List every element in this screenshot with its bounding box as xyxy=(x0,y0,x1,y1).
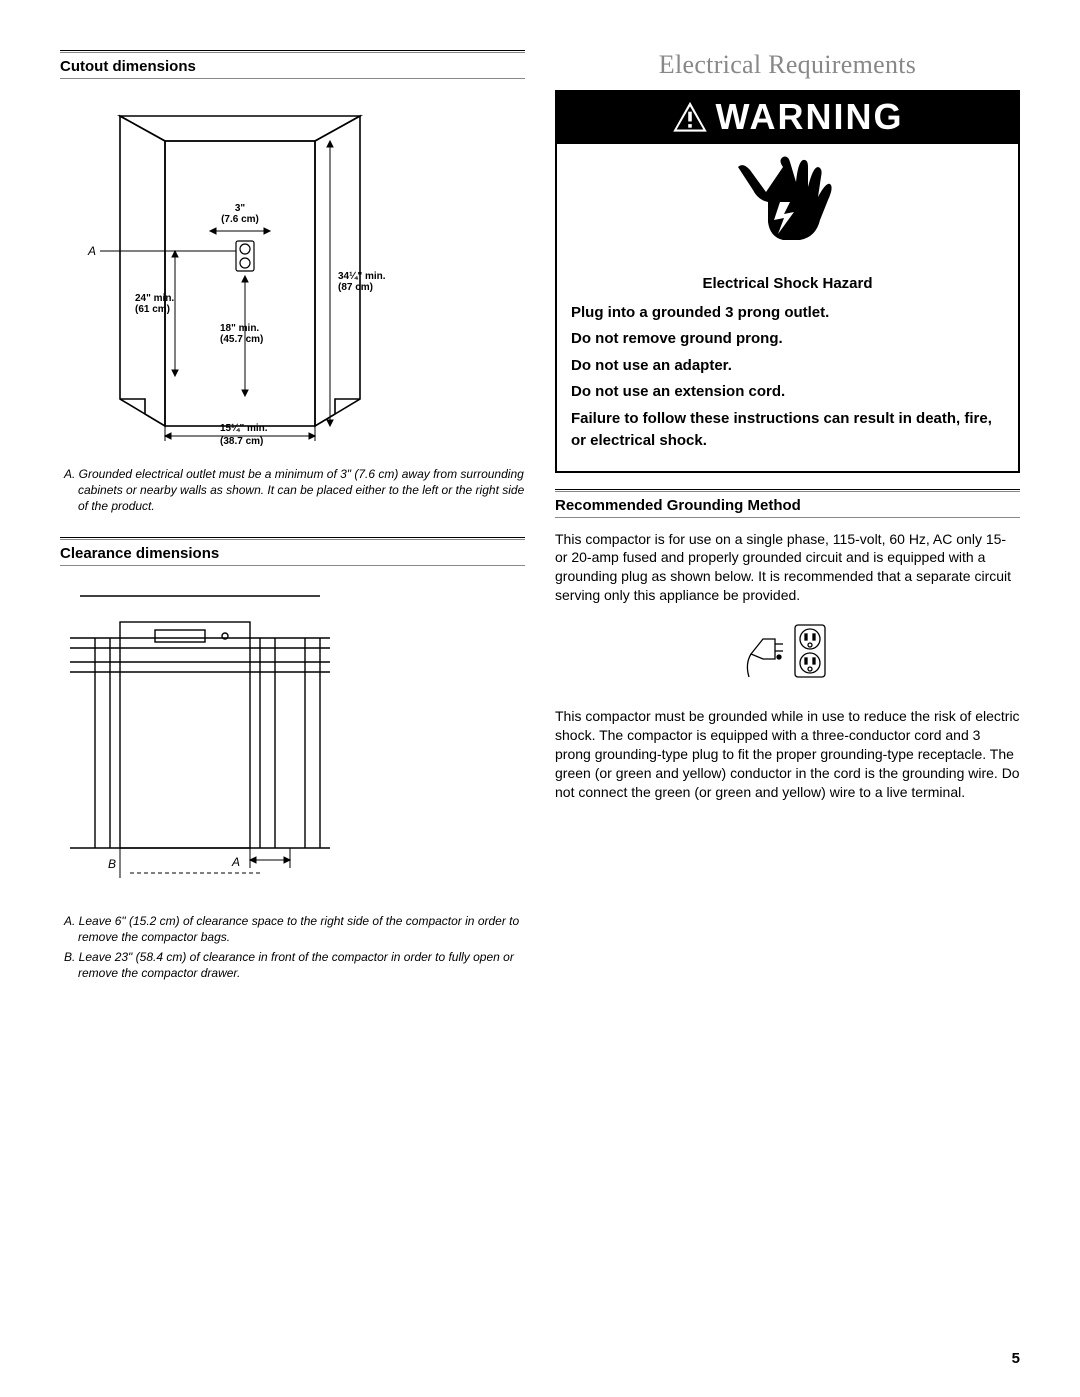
dim-outlet-offset: 3" xyxy=(235,203,246,214)
dim-24-cm: (61 cm) xyxy=(135,304,170,315)
clearance-heading: Clearance dimensions xyxy=(60,542,525,566)
dim-24: 24" min. xyxy=(135,293,174,304)
clearance-note-b: B. Leave 23" (58.4 cm) of clearance in f… xyxy=(60,949,525,981)
warning-line: Do not remove ground prong. xyxy=(571,328,1004,351)
grounding-para-2: This compactor must be grounded while in… xyxy=(555,707,1020,801)
dim-34: 34¼" min. xyxy=(338,271,386,282)
warning-line: Failure to follow these instructions can… xyxy=(571,408,1004,453)
warning-line: Do not use an adapter. xyxy=(571,355,1004,378)
dim-18-cm: (45.7 cm) xyxy=(220,334,263,345)
clearance-a: A xyxy=(231,855,240,869)
shock-hand-icon xyxy=(728,152,848,252)
cutout-heading: Cutout dimensions xyxy=(60,55,525,79)
dim-15-cm: (38.7 cm) xyxy=(220,436,263,447)
dim-15: 15¼" min. xyxy=(220,423,268,434)
warning-line: Plug into a grounded 3 prong outlet. xyxy=(571,302,1004,325)
clearance-b: B xyxy=(108,857,116,871)
warning-subhead: Electrical Shock Hazard xyxy=(571,273,1004,296)
right-column: Electrical Requirements WARNING Electric… xyxy=(555,50,1020,985)
cutout-diagram: 3" (7.6 cm) A 24" min. (61 cm) 18" min. … xyxy=(60,91,400,451)
rule xyxy=(60,537,525,540)
dim-18: 18" min. xyxy=(220,323,259,334)
clearance-note-a: A. Leave 6" (15.2 cm) of clearance space… xyxy=(60,913,525,945)
warning-label: WARNING xyxy=(716,96,904,138)
label-a: A xyxy=(87,244,96,258)
rule xyxy=(60,50,525,53)
clearance-diagram: B A xyxy=(60,578,340,898)
left-column: Cutout dimensions xyxy=(60,50,525,985)
page-number: 5 xyxy=(1012,1350,1020,1367)
alert-triangle-icon xyxy=(672,101,708,133)
plug-outlet-icon xyxy=(743,619,833,684)
warning-header: WARNING xyxy=(557,92,1018,144)
rule xyxy=(555,489,1020,492)
warning-text: Electrical Shock Hazard Plug into a grou… xyxy=(557,265,1018,471)
dim-34-cm: (87 cm) xyxy=(338,282,373,293)
grounding-heading: Recommended Grounding Method xyxy=(555,494,1020,518)
warning-line: Do not use an extension cord. xyxy=(571,381,1004,404)
cutout-note: A. Grounded electrical outlet must be a … xyxy=(60,466,525,515)
grounding-para-1: This compactor is for use on a single ph… xyxy=(555,530,1020,606)
warning-box: WARNING Electrical Shock Hazard Plug int… xyxy=(555,90,1020,473)
section-title: Electrical Requirements xyxy=(555,50,1020,80)
dim-outlet-offset-cm: (7.6 cm) xyxy=(221,214,259,225)
